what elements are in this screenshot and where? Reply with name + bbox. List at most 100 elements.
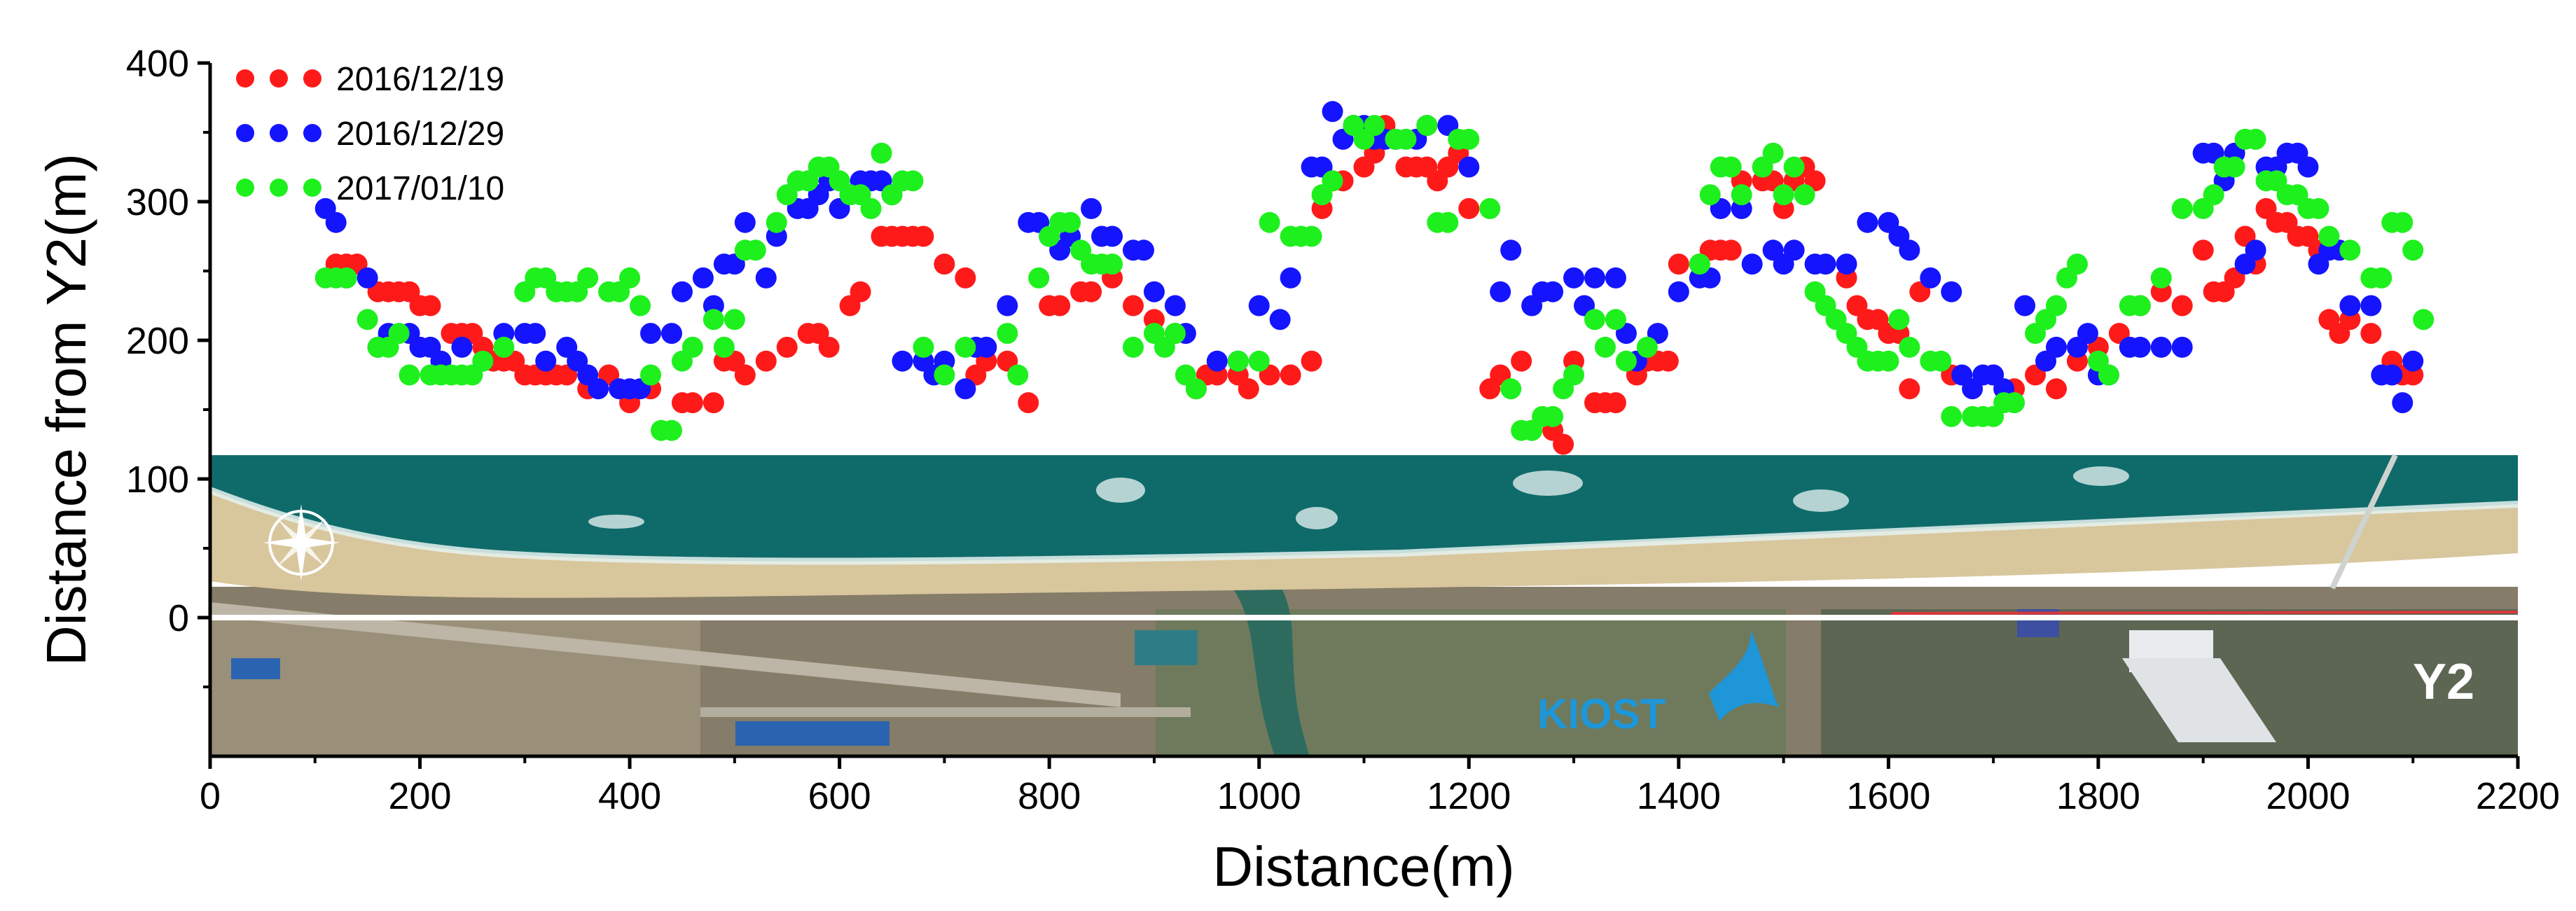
data-point: [723, 309, 745, 331]
data-point: [2077, 323, 2098, 345]
data-point: [1206, 350, 1228, 372]
data-point: [934, 253, 955, 275]
data-point: [955, 336, 976, 358]
data-point: [2129, 295, 2151, 317]
x-tick-label: 1400: [1637, 775, 1721, 817]
data-point: [1259, 211, 1280, 233]
data-point: [1615, 350, 1637, 372]
data-point: [1720, 239, 1742, 261]
data-point: [1941, 405, 1962, 427]
legend-marker: [303, 179, 321, 197]
data-point: [1668, 253, 1689, 275]
data-point: [1143, 281, 1165, 302]
data-point: [892, 350, 913, 372]
data-point: [325, 211, 347, 233]
kiost-logo-text: KIOST: [1537, 690, 1666, 737]
data-point: [2339, 239, 2361, 261]
data-point: [2004, 392, 2026, 414]
data-point: [1563, 267, 1585, 288]
data-point: [2171, 197, 2193, 219]
whale-tail-icon: [1709, 630, 1779, 721]
data-point: [388, 323, 410, 345]
x-tick-label: 400: [598, 775, 661, 817]
data-point: [2392, 211, 2414, 233]
data-point: [577, 267, 599, 288]
data-point: [420, 295, 441, 317]
data-point: [1490, 281, 1511, 302]
data-point: [2245, 128, 2266, 150]
legend-marker: [303, 69, 321, 88]
legend-marker: [236, 124, 254, 142]
data-point: [451, 336, 473, 358]
data-point: [1794, 184, 1815, 206]
data-point: [356, 309, 378, 331]
data-point: [934, 364, 955, 386]
data-point: [661, 323, 682, 345]
data-point: [997, 295, 1018, 317]
data-point: [692, 267, 714, 288]
x-tick-label: 200: [388, 775, 451, 817]
data-point: [1123, 336, 1144, 358]
data-point: [1018, 392, 1039, 414]
x-tick-label: 1600: [1846, 775, 1930, 817]
data-point: [2224, 156, 2245, 178]
y-tick-label: 200: [126, 320, 189, 362]
data-point: [1437, 211, 1459, 233]
data-point: [1238, 378, 1259, 400]
data-point: [2245, 239, 2266, 261]
data-point: [1102, 253, 1123, 275]
x-ticks: 0 200 400 600 800 1000 1200 1400 1600 1800 2000 220…: [200, 756, 2560, 817]
data-point: [1164, 323, 1186, 345]
data-point: [1227, 350, 1249, 372]
data-point: [1731, 184, 1752, 206]
data-point: [1815, 253, 1836, 275]
data-point: [640, 323, 662, 345]
data-point: [702, 309, 724, 331]
data-point: [619, 267, 641, 288]
data-point: [399, 364, 420, 386]
data-point: [1049, 295, 1071, 317]
data-point: [2360, 295, 2382, 317]
data-point: [681, 336, 703, 358]
data-point: [1605, 392, 1626, 414]
data-point: [1594, 336, 1616, 358]
data-point: [1762, 142, 1784, 164]
data-point: [1930, 350, 1952, 372]
legend-label: 2016/12/29: [336, 116, 504, 153]
data-point: [1081, 197, 1102, 219]
legend-marker: [236, 179, 254, 197]
data-point: [1605, 309, 1626, 331]
y-tick-label: 300: [126, 181, 189, 223]
data-point: [1248, 350, 1270, 372]
data-point: [588, 378, 609, 400]
data-point: [1783, 156, 1805, 178]
legend-marker: [270, 124, 288, 142]
data-point: [1668, 281, 1689, 302]
data-point: [681, 392, 703, 414]
data-point: [2203, 184, 2224, 206]
data-point: [1836, 253, 1857, 275]
data-point: [1280, 267, 1301, 288]
data-point: [1657, 350, 1679, 372]
data-point: [1164, 295, 1186, 317]
data-point: [2308, 197, 2329, 219]
data-point: [2381, 364, 2403, 386]
y-axis-title: Distance from Y2(m): [35, 153, 97, 666]
data-point: [776, 336, 798, 358]
data-point: [713, 336, 735, 358]
data-point: [913, 336, 934, 358]
data-point: [2297, 156, 2319, 178]
legend-marker: [303, 124, 321, 142]
data-point: [2066, 253, 2088, 275]
data-point: [1899, 336, 1920, 358]
x-tick-label: 600: [808, 775, 871, 817]
legend-marker: [270, 179, 288, 197]
x-tick-label: 2200: [2476, 775, 2560, 817]
data-point: [1395, 128, 1417, 150]
data-point: [913, 225, 934, 247]
data-point: [671, 281, 693, 302]
data-point: [661, 419, 682, 441]
data-point: [1899, 378, 1920, 400]
data-point: [2392, 392, 2414, 414]
data-point: [755, 350, 777, 372]
